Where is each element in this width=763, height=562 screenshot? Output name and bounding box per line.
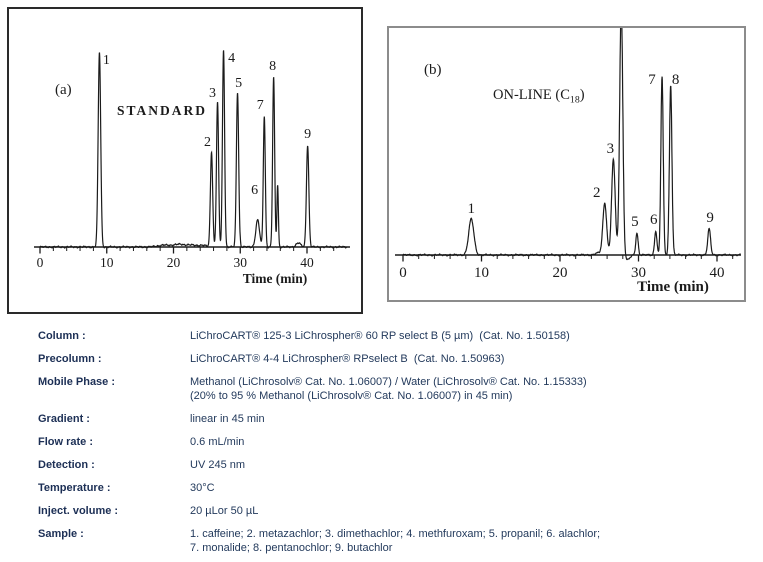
spec-row-label: Mobile Phase : [38,376,116,388]
x-axis-tick-label: 20 [553,265,568,281]
x-axis-tick-label: 0 [37,255,44,270]
peak-label-6: 6 [251,183,258,198]
spec-row-label: Precolumn : [38,353,102,365]
spec-row-label: Column : [38,330,86,342]
peak-label-5: 5 [235,76,242,91]
spec-row-value: linear in 45 min [190,413,265,425]
peak-label-7: 7 [648,72,656,88]
chromatogram-trace [402,28,741,261]
x-axis-tick-label: 10 [474,265,489,281]
x-axis-tick-label: 30 [631,265,646,281]
spec-row-value: 0.6 mL/min [190,436,245,448]
peak-label-2: 2 [204,135,211,150]
spec-row-value: 30°C [190,482,215,494]
peak-label-2: 2 [593,185,601,201]
peak-label-3: 3 [209,86,216,101]
peak-label-5: 5 [631,214,639,230]
x-axis-tick-label: 0 [399,265,407,281]
x-axis-title: Time (min) [637,279,709,295]
spec-row-label: Sample : [38,528,84,540]
peak-label-8: 8 [672,72,680,88]
spec-row-label: Detection : [38,459,95,471]
panel-letter: (b) [424,62,442,78]
spec-row-label: Temperature : [38,482,111,494]
spec-row-label: Inject. volume : [38,505,119,517]
chromatogram-panel-a: 0 10 20 30 40 Time (min) (a) STANDARD 1 2 3 4 5 6 7 8 9 [7,7,363,314]
peak-label-8: 8 [269,59,276,74]
panel-title: ON-LINE (C18) [493,87,585,106]
x-axis-tick-label: 20 [167,255,181,270]
x-axis-title: Time (min) [243,271,308,286]
chromatogram-trace [39,50,348,249]
chromatogram-panel-b: 0 10 20 30 40 Time (min) (b) ON-LINE (C18) 1 2 3 5 6… [387,26,746,302]
spec-row-value: LiChroCART® 4-4 LiChrospher® RPselect B … [190,353,505,365]
peak-label-6: 6 [650,212,658,228]
spec-row-value: 20 µLor 50 µL [190,505,259,517]
x-axis-tick-label: 10 [100,255,114,270]
spec-row-value: Methanol (LiChrosolv® Cat. No. 1.06007) … [190,376,587,402]
peak-label-9: 9 [304,127,311,142]
peak-label-1: 1 [468,201,476,217]
x-axis-tick-label: 40 [300,255,314,270]
spec-row-value: 1. caffeine; 2. metazachlor; 3. dimethac… [190,528,601,554]
peak-label-3: 3 [607,141,615,157]
peak-label-9: 9 [706,210,714,226]
conditions-table: Column : LiChroCART® 125-3 LiChrospher® 6… [38,329,753,555]
x-axis-tick-label: 40 [710,265,725,281]
peak-label-7: 7 [257,98,264,113]
peak-label-1: 1 [103,53,110,68]
spec-row-label: Gradient : [38,413,90,425]
spec-row-value: LiChroCART® 125-3 LiChrospher® 60 RP sel… [190,330,570,342]
spec-row-label: Flow rate : [38,436,94,448]
spec-row-value: UV 245 nm [190,459,246,471]
panel-title: STANDARD [117,103,207,118]
x-axis-tick-label: 30 [234,255,248,270]
peak-label-4: 4 [228,51,235,66]
panel-letter: (a) [55,82,72,98]
